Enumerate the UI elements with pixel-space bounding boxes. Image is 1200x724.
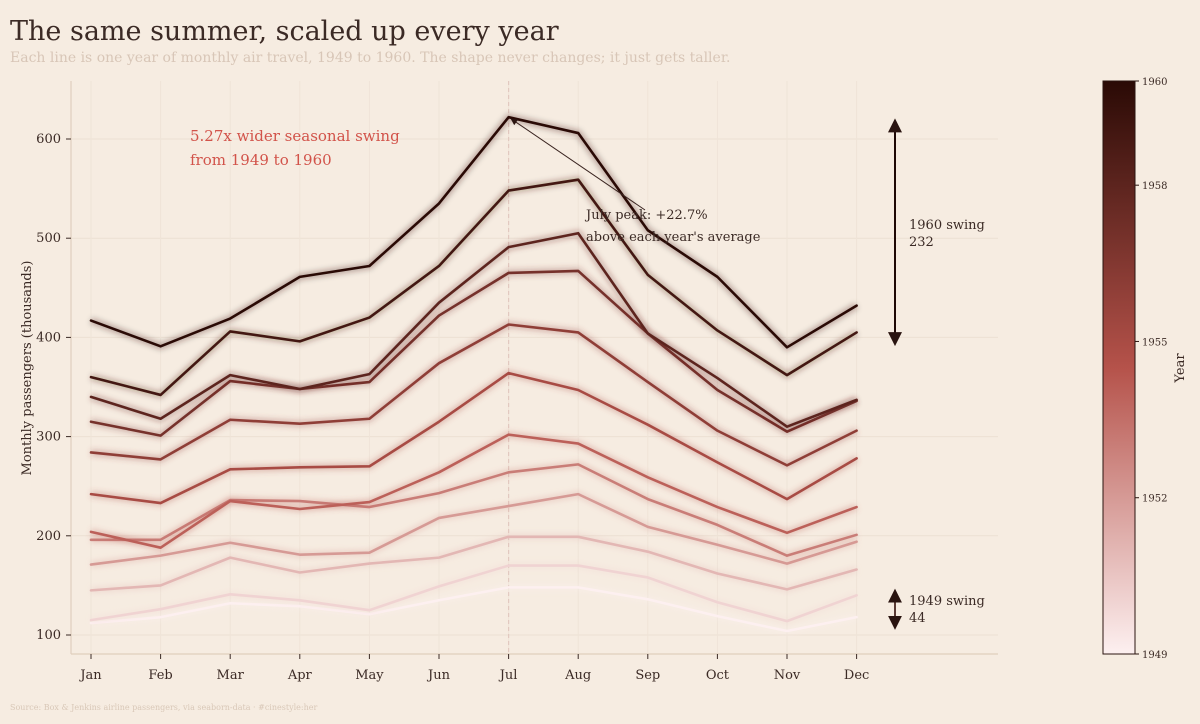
series-glow-1952 xyxy=(90,490,858,569)
x-tick-label-dec: Dec xyxy=(844,668,869,683)
series-line-1956 xyxy=(89,323,858,467)
x-tick-label-apr: Apr xyxy=(287,668,313,683)
colorbar: 1960 1958 1955 1952 1949 Year xyxy=(1102,77,1188,661)
x-axis-ticks: Jan Feb Mar Apr May Jun Jul Aug Sep Oct Nov Dec xyxy=(78,654,869,683)
y-tick-label-100: 100 xyxy=(36,628,61,643)
chart-subtitle: Each line is one year of monthly air tra… xyxy=(10,50,730,66)
colorbar-tick-label-1952: 1952 xyxy=(1142,494,1167,505)
series-line-1949 xyxy=(89,586,858,633)
chart-title: The same summer, scaled up every year xyxy=(10,16,559,47)
x-tick-label-nov: Nov xyxy=(774,668,801,683)
swing-1960-value: 232 xyxy=(909,235,934,250)
swing-1960-label: 1960 swing xyxy=(909,218,985,233)
swing-1949-label: 1949 swing xyxy=(909,594,985,609)
colorbar-tick-label-1958: 1958 xyxy=(1142,181,1167,192)
series-line-1950 xyxy=(89,564,858,623)
x-tick-label-jan: Jan xyxy=(78,668,102,683)
x-tick-label-jun: Jun xyxy=(426,668,451,683)
swing-1949-value: 44 xyxy=(909,611,926,626)
colorbar-tick-label-1955: 1955 xyxy=(1142,337,1167,348)
x-tick-label-jul: Jul xyxy=(498,668,518,683)
colorbar-gradient xyxy=(1102,80,1136,655)
series-line-1958 xyxy=(89,231,858,428)
plot-area: 100 200 300 400 500 600 Jan Feb Mar Apr May Jun Jul… xyxy=(36,81,998,683)
colorbar-tick-label-1960: 1960 xyxy=(1142,77,1167,88)
y-tick-label-400: 400 xyxy=(36,330,61,345)
y-tick-label-500: 500 xyxy=(36,231,61,246)
series-line-1952 xyxy=(89,492,858,566)
series-line-1955 xyxy=(89,371,858,505)
source-note: Source: Box & Jenkins airline passengers… xyxy=(10,703,317,712)
series-glow-1959 xyxy=(90,176,859,399)
x-tick-label-may: May xyxy=(355,668,384,683)
y-tick-label-300: 300 xyxy=(36,430,61,445)
series-line-1959 xyxy=(89,178,858,397)
y-axis-ticks: 100 200 300 400 500 600 xyxy=(36,132,71,643)
grid-lines xyxy=(71,81,998,654)
x-tick-label-mar: Mar xyxy=(217,668,245,683)
series-line-1951 xyxy=(89,535,858,592)
colorbar-label: Year xyxy=(1173,353,1188,384)
series-lines xyxy=(89,113,859,635)
x-tick-label-sep: Sep xyxy=(635,668,660,683)
series-glow-1954 xyxy=(90,431,858,552)
x-tick-label-aug: Aug xyxy=(564,668,591,683)
swing-ratio-annotation-line1: 5.27x wider seasonal swing xyxy=(190,127,400,145)
series-line-1960 xyxy=(89,115,858,349)
y-axis-label: Monthly passengers (thousands) xyxy=(20,261,35,476)
x-tick-label-oct: Oct xyxy=(706,668,730,683)
series-line-1954 xyxy=(89,433,858,550)
colorbar-ticks: 1960 1958 1955 1952 1949 xyxy=(1135,77,1167,661)
july-peak-annotation-line1: July peak: +22.7% xyxy=(584,208,708,223)
colorbar-tick-label-1949: 1949 xyxy=(1142,650,1167,661)
y-tick-label-600: 600 xyxy=(36,132,61,147)
swing-ratio-annotation-line2: from 1949 to 1960 xyxy=(190,151,332,169)
july-peak-annotation-line2: above each year's average xyxy=(586,230,761,245)
july-peak-arrow xyxy=(510,118,646,211)
series-line-1957 xyxy=(89,269,858,437)
x-tick-label-feb: Feb xyxy=(148,668,172,683)
y-tick-label-200: 200 xyxy=(36,529,61,544)
